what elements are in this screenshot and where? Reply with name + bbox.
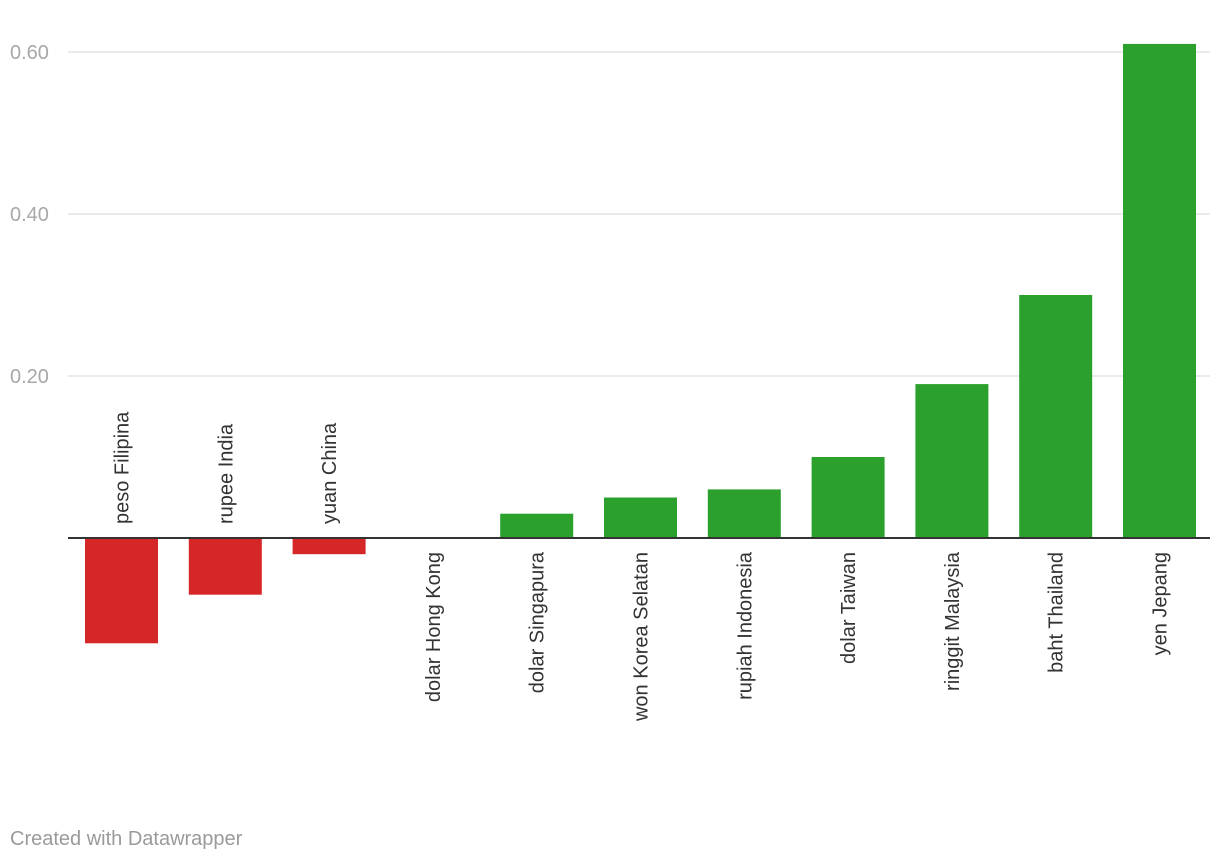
category-label: dolar Taiwan <box>838 552 860 664</box>
bar <box>1019 295 1093 538</box>
category-label: baht Thailand <box>1046 552 1068 673</box>
bar <box>604 497 677 538</box>
bar <box>85 538 158 644</box>
bar <box>500 513 574 538</box>
bar <box>292 538 366 555</box>
category-label: ringgit Malaysia <box>942 551 964 691</box>
category-label: rupee India <box>215 423 237 524</box>
category-label: yen Jepang <box>1150 552 1172 655</box>
bar <box>188 538 262 595</box>
category-label: yuan China <box>319 422 341 524</box>
category-label: rupiah Indonesia <box>734 551 756 700</box>
bar <box>707 489 781 538</box>
bar <box>811 457 885 538</box>
y-tick-label: 0.60 <box>10 42 49 64</box>
y-tick-label: 0.20 <box>10 366 49 388</box>
category-labels: peso Filipina rupee India yuan China dolar … <box>112 411 1172 722</box>
category-label: peso Filipina <box>112 411 134 524</box>
bar <box>1123 43 1196 539</box>
bar <box>915 384 989 538</box>
datawrapper-credit: Created with Datawrapper <box>10 828 243 850</box>
category-label: dolar Singapura <box>527 551 549 693</box>
category-label: dolar Hong Kong <box>423 552 445 702</box>
category-label: won Korea Selatan <box>631 552 653 722</box>
y-tick-label: 0.40 <box>10 204 49 226</box>
bars <box>85 43 1196 644</box>
